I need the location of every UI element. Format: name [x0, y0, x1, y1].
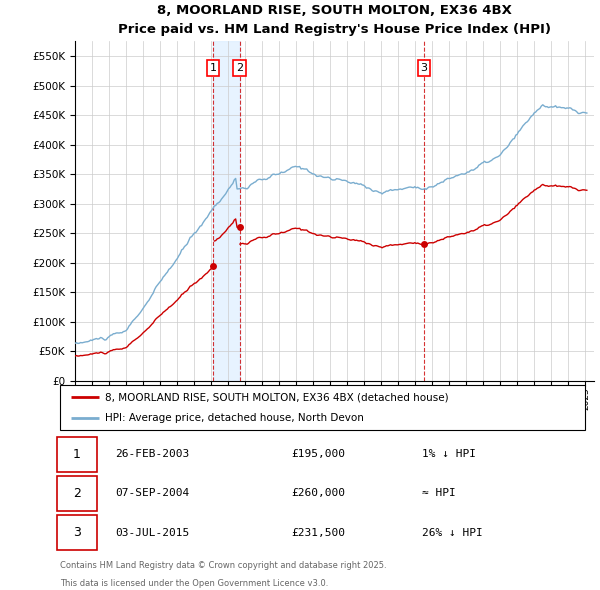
- Text: £260,000: £260,000: [291, 489, 345, 499]
- Text: £231,500: £231,500: [291, 527, 345, 537]
- Text: 1: 1: [73, 448, 81, 461]
- Text: 1% ↓ HPI: 1% ↓ HPI: [422, 450, 476, 460]
- FancyBboxPatch shape: [58, 437, 97, 471]
- Text: 03-JUL-2015: 03-JUL-2015: [115, 527, 190, 537]
- Bar: [213, 41, 239, 381]
- Text: 8, MOORLAND RISE, SOUTH MOLTON, EX36 4BX (detached house): 8, MOORLAND RISE, SOUTH MOLTON, EX36 4BX…: [104, 392, 448, 402]
- Text: HPI: Average price, detached house, North Devon: HPI: Average price, detached house, Nort…: [104, 412, 364, 422]
- Text: 3: 3: [421, 63, 427, 73]
- FancyBboxPatch shape: [58, 515, 97, 550]
- FancyBboxPatch shape: [58, 476, 97, 511]
- Text: 26-FEB-2003: 26-FEB-2003: [115, 450, 190, 460]
- Text: 1: 1: [209, 63, 217, 73]
- Text: 07-SEP-2004: 07-SEP-2004: [115, 489, 190, 499]
- Text: 3: 3: [73, 526, 81, 539]
- Text: £195,000: £195,000: [291, 450, 345, 460]
- Text: 2: 2: [236, 63, 243, 73]
- Text: 26% ↓ HPI: 26% ↓ HPI: [422, 527, 483, 537]
- Title: 8, MOORLAND RISE, SOUTH MOLTON, EX36 4BX
Price paid vs. HM Land Registry's House: 8, MOORLAND RISE, SOUTH MOLTON, EX36 4BX…: [118, 4, 551, 36]
- Text: This data is licensed under the Open Government Licence v3.0.: This data is licensed under the Open Gov…: [60, 579, 328, 588]
- Text: ≈ HPI: ≈ HPI: [422, 489, 456, 499]
- Text: Contains HM Land Registry data © Crown copyright and database right 2025.: Contains HM Land Registry data © Crown c…: [60, 560, 386, 570]
- Text: 2: 2: [73, 487, 81, 500]
